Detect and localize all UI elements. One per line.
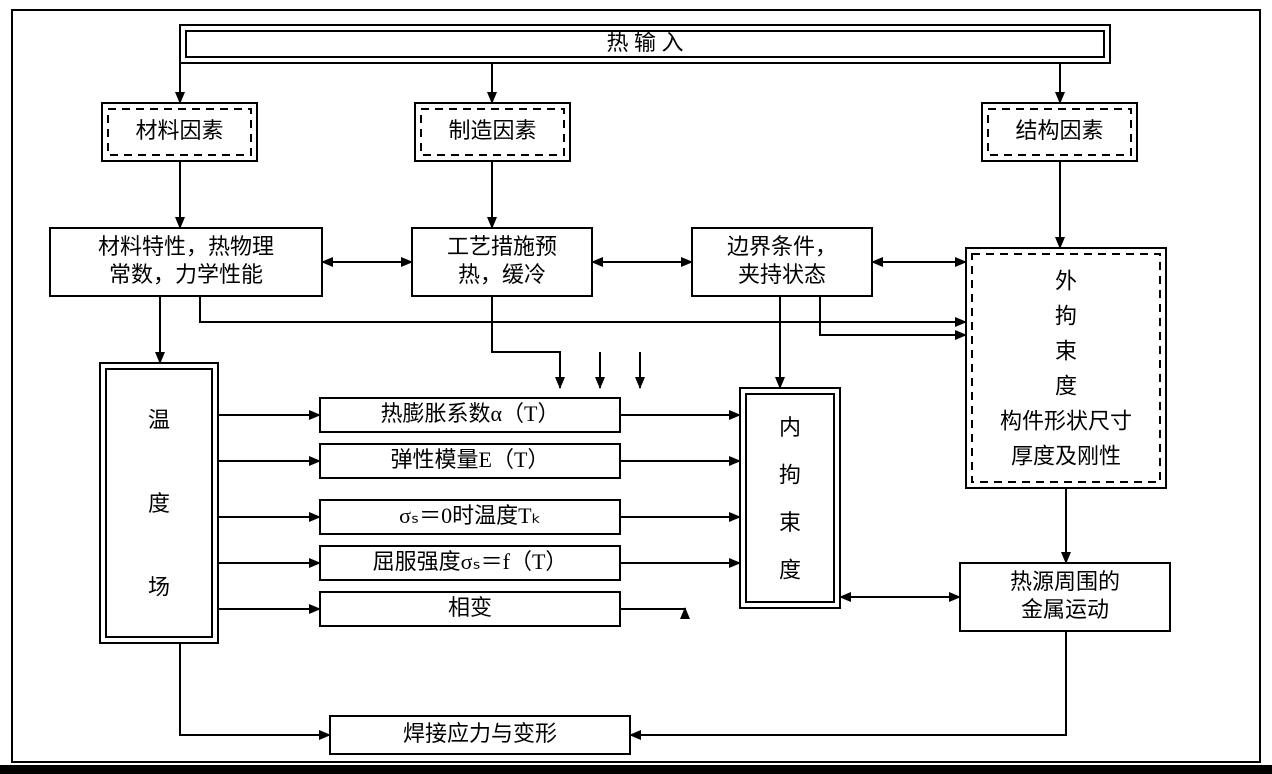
svg-text:束: 束 — [779, 510, 801, 535]
svg-text:材料特性，热物理: 材料特性，热物理 — [98, 234, 274, 259]
svg-text:σₛ＝0时温度Tₖ: σₛ＝0时温度Tₖ — [399, 503, 541, 528]
node-mfg_factor: 制造因素 — [415, 103, 570, 161]
svg-text:内: 内 — [779, 415, 801, 440]
svg-text:材料因素: 材料因素 — [135, 118, 223, 143]
node-process: 工艺措施预热，缓冷 — [412, 228, 592, 296]
svg-text:热源周围的: 热源周围的 — [1010, 569, 1120, 594]
svg-text:热，缓冷: 热，缓冷 — [458, 262, 546, 287]
svg-text:拘: 拘 — [1055, 304, 1077, 329]
svg-text:束: 束 — [1055, 339, 1077, 364]
svg-text:热膨胀系数α（T）: 热膨胀系数α（T） — [381, 401, 560, 426]
node-int_constraint: 内拘束度 — [740, 388, 840, 608]
svg-text:温: 温 — [148, 408, 170, 433]
node-ext_constraint: 外拘束度构件形状尺寸厚度及刚性 — [966, 248, 1166, 488]
svg-text:拘: 拘 — [779, 462, 801, 487]
svg-text:度: 度 — [1055, 374, 1077, 399]
node-prop1: 热膨胀系数α（T） — [320, 398, 620, 432]
node-metal_motion: 热源周围的金属运动 — [960, 563, 1170, 631]
edge-25 — [620, 608, 685, 609]
svg-text:场: 场 — [148, 574, 170, 599]
svg-text:结构因素: 结构因素 — [1015, 118, 1103, 143]
svg-text:度: 度 — [779, 557, 801, 582]
node-material_factor: 材料因素 — [102, 103, 257, 161]
svg-text:边界条件，: 边界条件， — [727, 234, 837, 259]
svg-text:相变: 相变 — [448, 595, 492, 620]
svg-text:常数，力学性能: 常数，力学性能 — [109, 262, 263, 287]
node-temp_field: 温度场 — [100, 363, 218, 643]
node-heat_input: 热 输 入 — [180, 25, 1110, 63]
svg-text:弹性模量E（T）: 弹性模量E（T） — [391, 447, 550, 472]
svg-text:夹持状态: 夹持状态 — [738, 262, 826, 287]
node-prop3: σₛ＝0时温度Tₖ — [320, 500, 620, 534]
node-struct_factor: 结构因素 — [982, 103, 1137, 161]
svg-text:屈服强度σₛ＝f（T）: 屈服强度σₛ＝f（T） — [373, 549, 568, 574]
svg-text:度: 度 — [148, 491, 170, 516]
svg-text:构件形状尺寸: 构件形状尺寸 — [1000, 409, 1132, 434]
node-prop4: 屈服强度σₛ＝f（T） — [320, 546, 620, 580]
node-material_props: 材料特性，热物理常数，力学性能 — [50, 228, 322, 296]
svg-text:厚度及刚性: 厚度及刚性 — [1011, 444, 1121, 469]
node-prop2: 弹性模量E（T） — [320, 444, 620, 478]
node-result: 焊接应力与变形 — [330, 716, 630, 754]
node-prop5: 相变 — [320, 592, 620, 626]
svg-text:工艺措施预: 工艺措施预 — [447, 234, 557, 259]
svg-text:热 输 入: 热 输 入 — [606, 30, 683, 55]
svg-text:金属运动: 金属运动 — [1021, 597, 1109, 622]
svg-text:外: 外 — [1055, 269, 1077, 294]
svg-text:制造因素: 制造因素 — [448, 118, 536, 143]
node-boundary: 边界条件， 夹持状态 — [692, 228, 872, 296]
svg-text:焊接应力与变形: 焊接应力与变形 — [403, 721, 557, 746]
flowchart-canvas: 热 输 入材料因素 制造因素 结构因素材料特性，热物理常数，力学性能 工艺措施预热，缓… — [0, 0, 1272, 774]
